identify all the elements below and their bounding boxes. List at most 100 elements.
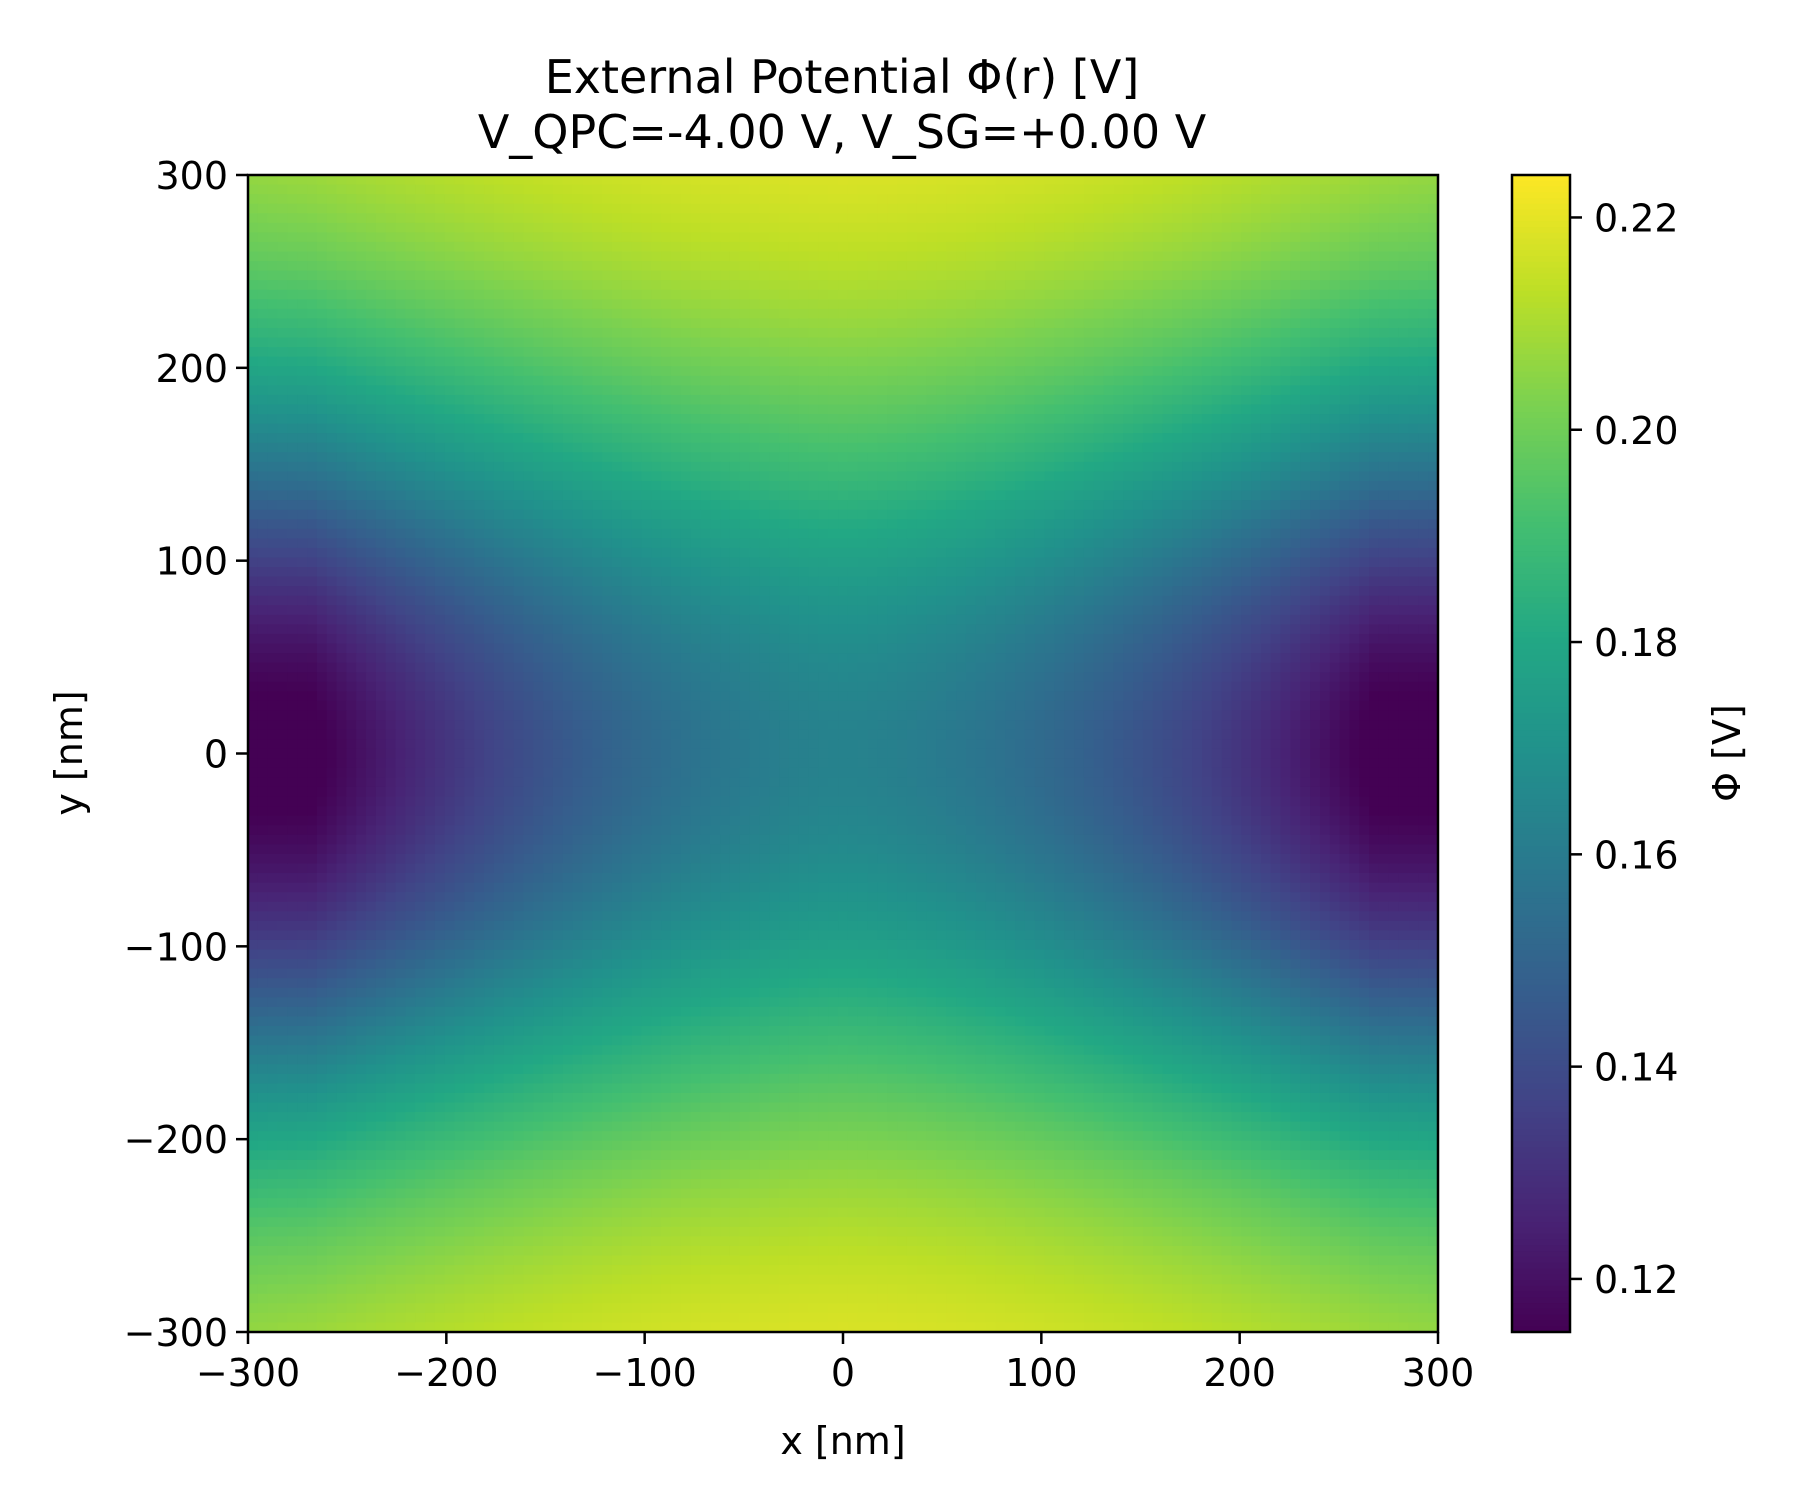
heatmap-cell [1034,500,1046,511]
heatmap-cell [1319,528,1331,539]
heatmap-cell [857,433,869,444]
heatmap-cell [366,414,377,425]
heatmap-cell [287,213,298,224]
heatmap-cell [680,356,692,367]
heatmap-cell [670,557,682,568]
heatmap-cell [769,280,780,291]
heatmap-cell [277,308,288,320]
heatmap-cell [788,452,800,463]
heatmap-cell [946,203,957,214]
heatmap-cell [277,337,288,348]
heatmap-cell [533,366,544,377]
heatmap-cell [700,471,711,482]
heatmap-cell [1093,509,1105,520]
heatmap-cell [1103,366,1115,377]
heatmap-cell [670,509,682,520]
heatmap-cell [1339,337,1351,348]
heatmap-cell [277,471,288,482]
heatmap-cell [523,299,534,310]
heatmap-cell [729,232,741,243]
heatmap-cell [769,557,780,568]
heatmap-cell [464,356,475,367]
heatmap-cell [1349,261,1360,272]
heatmap-cell [1123,433,1134,444]
heatmap-cell [248,404,259,415]
heatmap-cell [1329,385,1341,396]
heatmap-cell [523,461,534,473]
heatmap-cell [405,509,416,520]
heatmap-cell [336,347,347,358]
heatmap-cell [1359,423,1370,434]
heatmap-cell [1241,442,1252,453]
heatmap-cell [1162,519,1174,530]
heatmap-cell [720,213,731,224]
heatmap-cell [985,404,997,415]
heatmap-cell [720,194,731,205]
heatmap-cell [1398,184,1410,195]
heatmap-cell [287,280,298,291]
heatmap-cell [1093,471,1105,482]
heatmap-cell [759,423,770,434]
heatmap-cell [670,538,682,549]
heatmap-cell [1083,222,1095,233]
heatmap-cell [1428,213,1439,224]
heatmap-cell [788,194,800,205]
heatmap-cell [1310,356,1321,367]
heatmap-cell [739,538,751,549]
heatmap-cell [287,203,298,214]
heatmap-cell [1290,375,1301,386]
heatmap-cell [1044,356,1056,367]
heatmap-cell [592,356,603,367]
heatmap-cell [1398,452,1410,463]
heatmap-cell [985,308,997,320]
heatmap-cell [356,567,367,578]
heatmap-cell [1064,251,1075,262]
heatmap-cell [690,414,701,425]
heatmap-cell [946,337,957,348]
heatmap-cell [395,528,406,539]
heatmap-cell [1369,347,1380,358]
heatmap-cell [572,442,583,453]
heatmap-cell [474,394,485,406]
heatmap-cell [533,423,544,434]
heatmap-cell [1083,480,1095,492]
heatmap-cell [1034,528,1046,539]
heatmap-cell [887,184,898,195]
heatmap-cell [572,318,583,329]
heatmap-cell [1221,394,1233,406]
heatmap-cell [857,442,869,453]
heatmap-cell [366,347,377,358]
heatmap-cell [297,347,308,358]
heatmap-cell [493,519,505,530]
heatmap-cell [916,547,928,559]
heatmap-cell [287,251,298,262]
heatmap-cell [503,213,515,224]
heatmap-cell [946,442,957,453]
heatmap-cell [769,500,780,511]
heatmap-cell [1300,347,1311,358]
heatmap-cell [828,251,839,262]
heatmap-cell [710,222,721,233]
heatmap-cell [867,385,879,396]
heatmap-cell [739,203,751,214]
heatmap-cell [621,270,633,281]
heatmap-cell [1192,327,1203,339]
heatmap-cell [297,175,308,186]
heatmap-cell [1182,318,1193,329]
heatmap-cell [1152,213,1164,224]
heatmap-cell [326,318,338,329]
heatmap-cell [533,452,544,463]
heatmap-cell [1054,222,1065,233]
heatmap-cell [1005,538,1016,549]
heatmap-cell [572,433,583,444]
heatmap-cell [346,366,357,377]
heatmap-cell [277,567,288,578]
heatmap-cell [1044,299,1056,310]
heatmap-cell [906,356,918,367]
heatmap-cell [995,203,1006,214]
heatmap-cell [700,299,711,310]
heatmap-cell [307,433,318,444]
heatmap-cell [788,404,800,415]
heatmap-cell [366,461,377,473]
heatmap-cell [1398,471,1410,482]
